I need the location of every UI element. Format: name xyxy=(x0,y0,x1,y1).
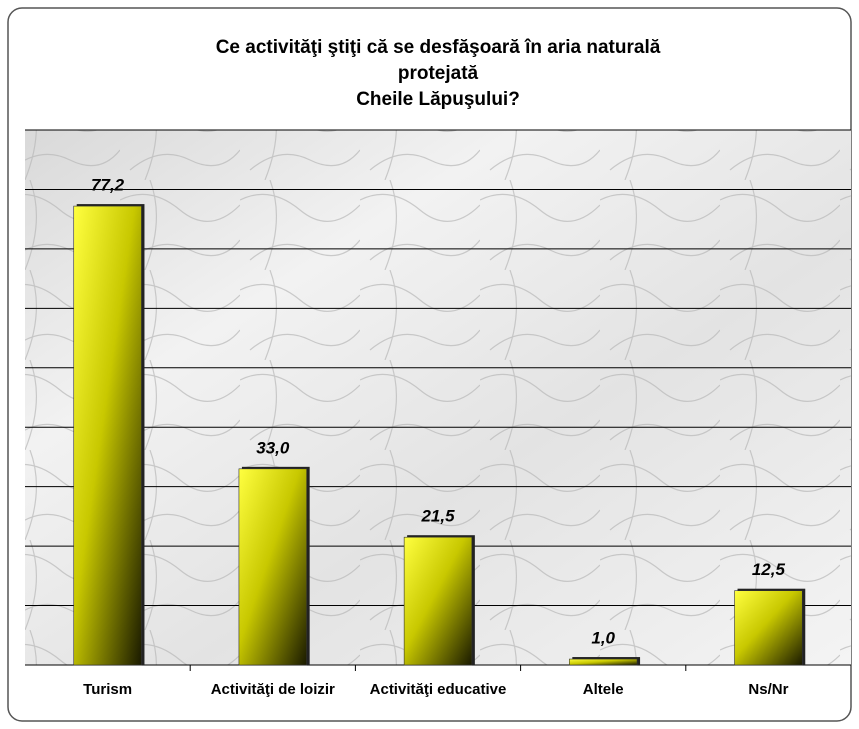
chart-title: Cheile Lăpuşului? xyxy=(356,89,520,110)
data-label: 77,2 xyxy=(91,176,125,195)
x-tick-label: Ns/Nr xyxy=(748,681,788,698)
chart-title: Ce activităţi ştiţi că se desfăşoară în … xyxy=(216,37,661,58)
bar xyxy=(238,468,307,666)
bar xyxy=(73,205,142,666)
bar xyxy=(569,658,638,666)
x-tick-label: Turism xyxy=(83,681,132,698)
data-label: 12,5 xyxy=(752,560,786,579)
bar xyxy=(403,536,473,666)
data-label: 21,5 xyxy=(420,507,455,526)
x-tick-label: Activităţi de loizir xyxy=(211,681,335,698)
x-tick-label: Altele xyxy=(583,681,624,698)
x-tick-label: Activităţi educative xyxy=(370,681,507,698)
data-label: 1,0 xyxy=(591,629,615,648)
chart-title: protejată xyxy=(398,63,479,84)
bar xyxy=(734,590,803,666)
data-label: 33,0 xyxy=(256,438,290,457)
